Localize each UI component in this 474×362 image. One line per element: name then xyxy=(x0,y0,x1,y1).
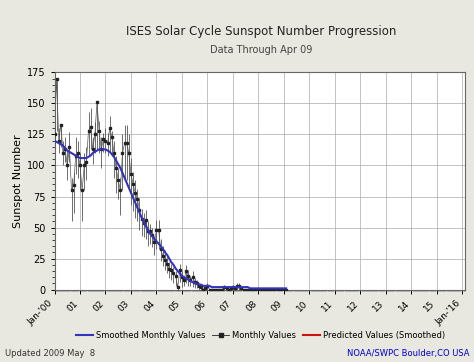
Text: Data Through Apr 09: Data Through Apr 09 xyxy=(210,45,312,55)
Text: ISES Solar Cycle Sunspot Number Progression: ISES Solar Cycle Sunspot Number Progress… xyxy=(126,25,396,38)
Text: NOAA/SWPC Boulder,CO USA: NOAA/SWPC Boulder,CO USA xyxy=(347,349,469,358)
Y-axis label: Sunspot Number: Sunspot Number xyxy=(13,134,23,228)
Legend: Smoothed Monthly Values, Monthly Values, Predicted Values (Smoothed): Smoothed Monthly Values, Monthly Values,… xyxy=(73,328,448,343)
Text: Updated 2009 May  8: Updated 2009 May 8 xyxy=(5,349,95,358)
